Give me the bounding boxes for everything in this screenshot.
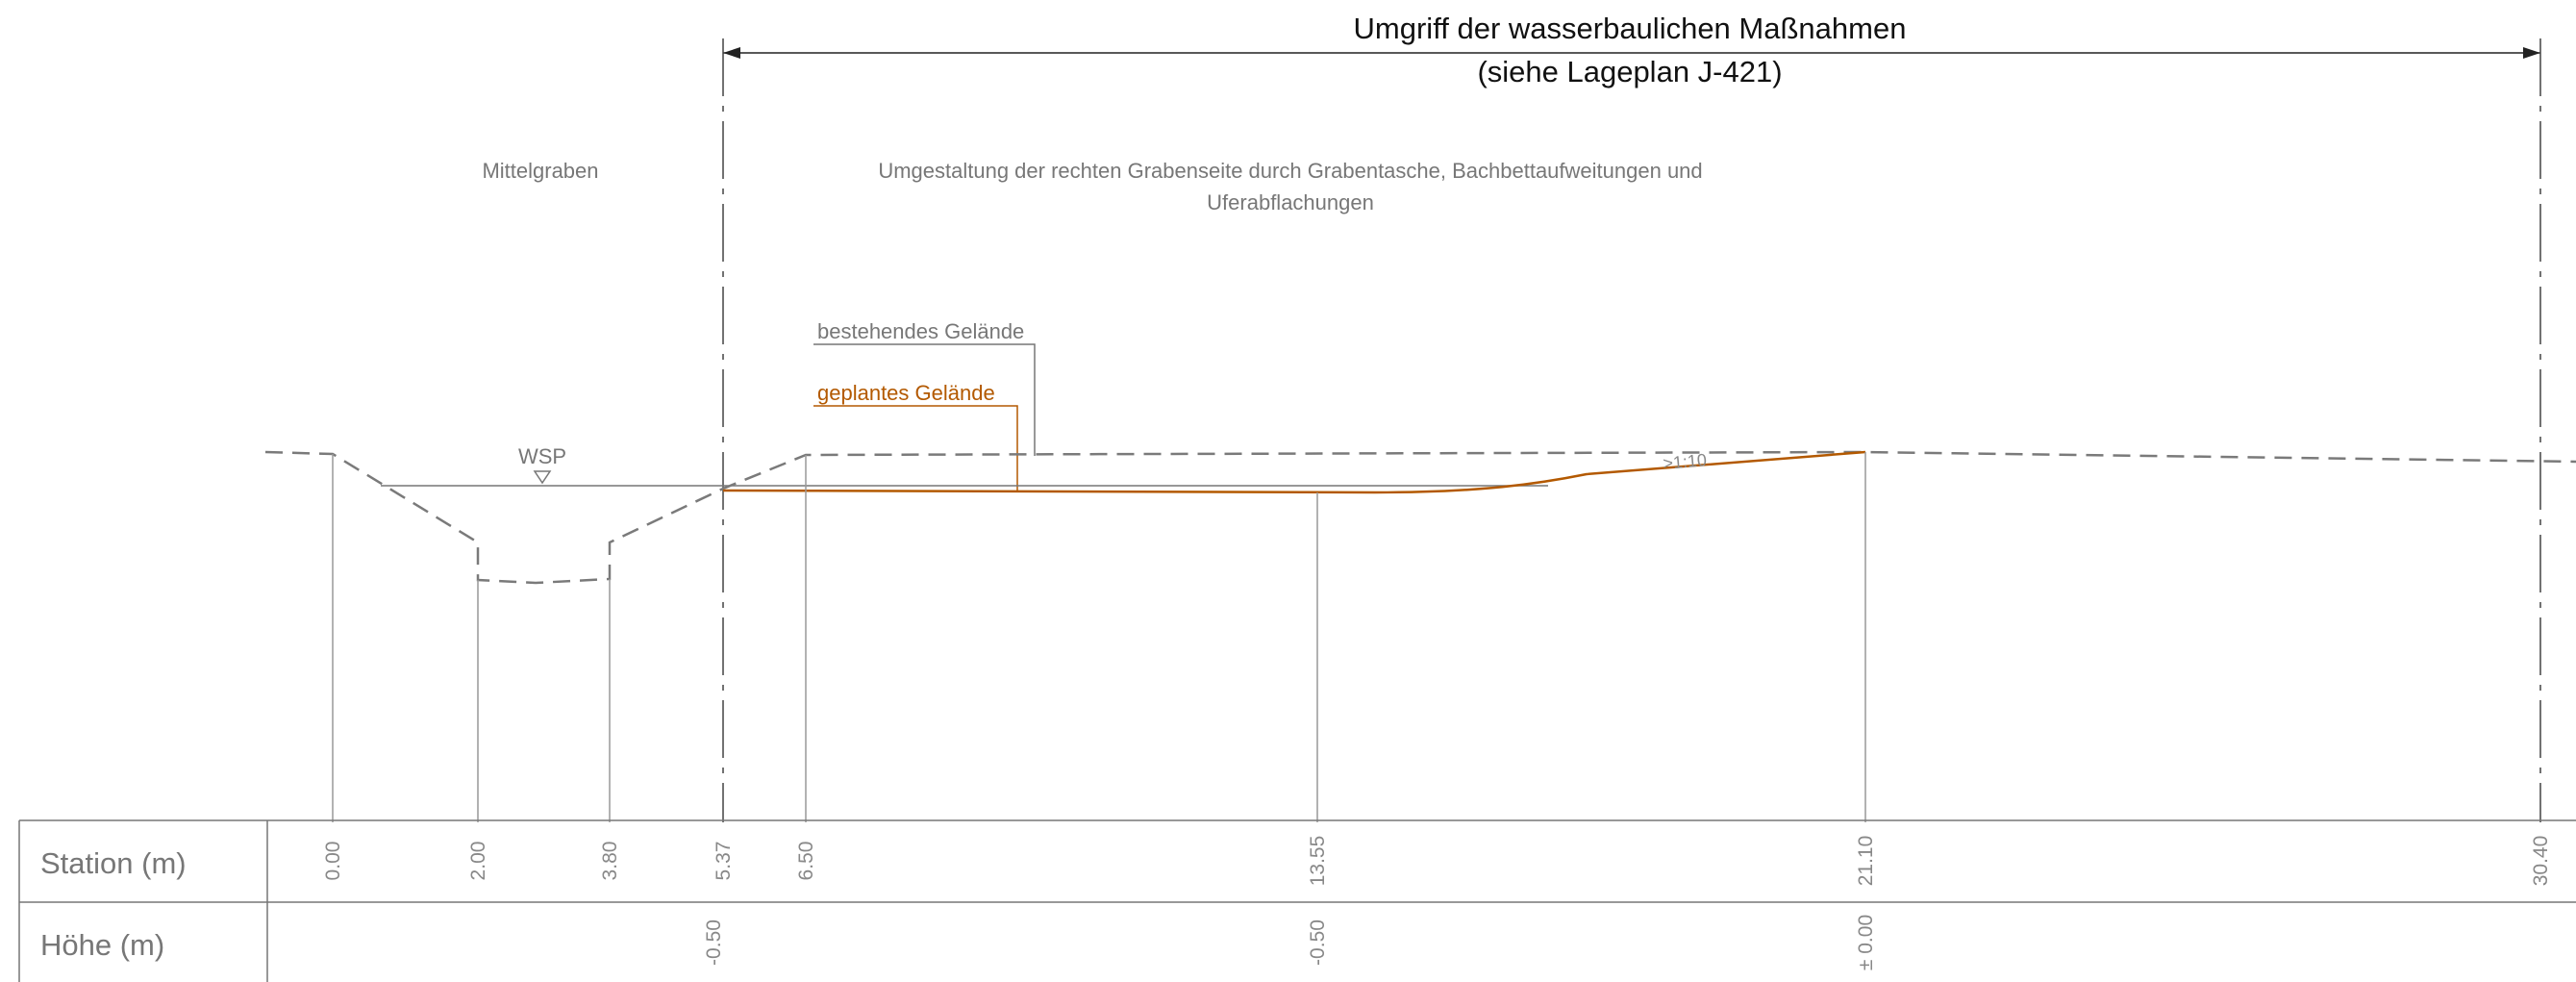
title-line-2: (siehe Lageplan J-421)	[1477, 55, 1782, 88]
label-umgestaltung-2: Uferabflachungen	[1207, 190, 1374, 214]
height-value: -0.50	[1307, 919, 1329, 966]
label-bestehendes-gelaende: bestehendes Gelände	[817, 319, 1024, 343]
station-value: 6.50	[795, 842, 817, 881]
planned-terrain-line	[722, 450, 1866, 494]
data-table	[18, 819, 2576, 982]
station-value: 5.37	[713, 842, 735, 881]
title-line-1: Umgriff der wasserbaulichen Maßnahmen	[1354, 12, 1907, 45]
label-wsp: WSP	[518, 444, 566, 468]
label-geplantes-gelaende: geplantes Gelände	[817, 381, 995, 405]
station-value: 0.00	[322, 842, 344, 881]
existing-terrain-line	[264, 450, 2576, 585]
station-value: 2.00	[467, 842, 489, 881]
table-header-hoehe: Höhe (m)	[40, 928, 164, 962]
height-value: -0.50	[703, 919, 725, 966]
table-header-station: Station (m)	[40, 846, 187, 880]
station-value: 3.80	[599, 842, 621, 881]
wsp-triangle-icon	[533, 470, 552, 485]
station-value: 30.40	[2530, 836, 2552, 887]
leader-geplantes-gelaende	[813, 405, 1018, 492]
station-value: 13.55	[1307, 836, 1329, 887]
label-umgestaltung-1: Umgestaltung der rechten Grabenseite dur…	[878, 159, 1702, 183]
station-reference-lines	[332, 452, 1866, 822]
station-values: 0.00 2.00 3.80 5.37 6.50 13.55 21.10 30.…	[322, 836, 2552, 887]
label-slope: >1:10	[1663, 450, 1708, 473]
station-value: 21.10	[1855, 836, 1877, 887]
height-value: ± 0.00	[1855, 915, 1877, 970]
label-mittelgraben: Mittelgraben	[482, 159, 598, 183]
height-values: -0.50 -0.50 ± 0.00	[703, 915, 1877, 970]
leader-bestehendes-gelaende	[813, 343, 1036, 456]
